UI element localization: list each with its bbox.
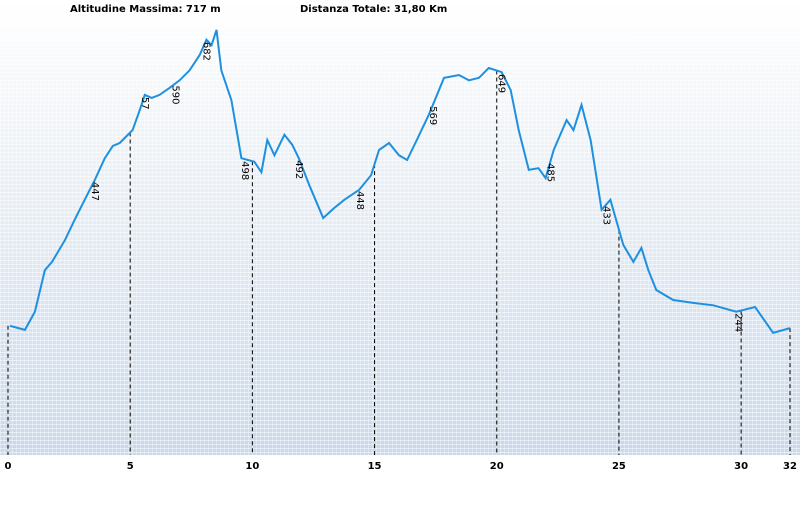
elevation-label: 569 bbox=[427, 106, 438, 125]
elevation-label: 433 bbox=[601, 206, 612, 225]
plot-texture bbox=[0, 0, 800, 455]
elevation-label: 649 bbox=[496, 74, 507, 93]
elevation-label: 590 bbox=[169, 85, 180, 104]
x-tick-label: 0 bbox=[5, 461, 12, 472]
elevation-label: 485 bbox=[545, 163, 556, 182]
elevation-label: 682 bbox=[200, 42, 211, 61]
x-tick-label: 10 bbox=[245, 461, 259, 472]
elevation-label: 57 bbox=[139, 97, 150, 110]
x-tick-label: 32 bbox=[783, 461, 797, 472]
elevation-label: 492 bbox=[293, 160, 304, 179]
elevation-label: 244 bbox=[733, 313, 744, 332]
elevation-label: 448 bbox=[354, 191, 365, 210]
elevation-label: 447 bbox=[89, 182, 100, 201]
x-tick-label: 30 bbox=[734, 461, 748, 472]
x-tick-label: 25 bbox=[612, 461, 626, 472]
header-distance: Distanza Totale: 31,80 Km bbox=[300, 4, 447, 15]
x-tick-label: 20 bbox=[490, 461, 504, 472]
header-max: Altitudine Massima: 717 m bbox=[70, 4, 221, 15]
x-tick-label: 5 bbox=[127, 461, 134, 472]
axis-band bbox=[0, 455, 800, 514]
elevation-label: 498 bbox=[239, 161, 250, 180]
elevation-line bbox=[9, 29, 791, 334]
x-tick-label: 15 bbox=[368, 461, 382, 472]
